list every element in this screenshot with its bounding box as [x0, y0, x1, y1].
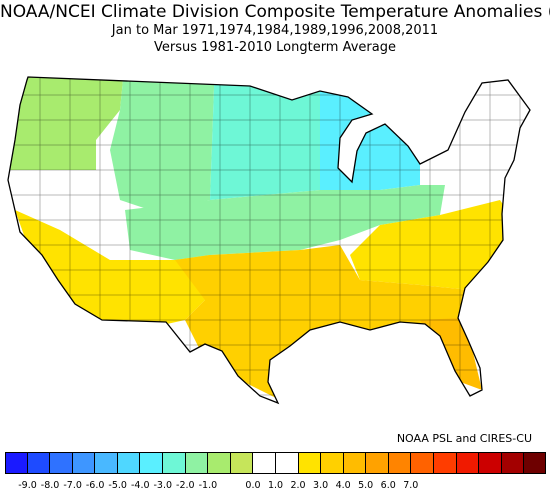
legend-swatch — [433, 452, 457, 474]
region-northern-plains — [210, 77, 320, 200]
legend-tick-label: 3.0 — [313, 480, 329, 491]
legend-swatch — [95, 452, 118, 474]
legend-tick-label: -5.0 — [108, 480, 127, 491]
legend-swatch — [185, 452, 209, 474]
legend-tick-label: -9.0 — [18, 480, 37, 491]
legend-swatch — [321, 452, 344, 474]
legend-swatch — [163, 452, 186, 474]
legend-swatch — [298, 452, 322, 474]
legend-swatch — [343, 452, 367, 474]
legend-swatch — [140, 452, 164, 474]
color-legend — [5, 452, 546, 474]
legend-tick-label: 7.0 — [403, 480, 419, 491]
legend-swatch — [27, 452, 51, 474]
legend-tick-label: -3.0 — [153, 480, 173, 491]
region-florida — [420, 318, 482, 390]
legend-swatch — [208, 452, 231, 474]
legend-swatch — [253, 452, 276, 474]
region-pacific-northwest — [8, 77, 125, 170]
legend-swatch — [50, 452, 73, 474]
legend-swatch — [411, 452, 434, 474]
legend-swatch — [275, 452, 299, 474]
legend-tick-label: -2.0 — [176, 480, 195, 491]
region-central-plains — [125, 185, 445, 260]
legend-tick-label: 2.0 — [290, 480, 306, 491]
legend-swatch — [5, 452, 28, 474]
region-northern-rockies — [110, 77, 215, 210]
legend-tick-label: -6.0 — [85, 480, 105, 491]
credit-label: NOAA PSL and CIRES-CU — [396, 432, 532, 445]
legend-tick-label: -1.0 — [198, 480, 218, 491]
legend-tick-label: -8.0 — [40, 480, 60, 491]
legend-swatch — [479, 452, 502, 474]
legend-swatch — [501, 452, 525, 474]
legend-swatch — [230, 452, 254, 474]
legend-swatch — [456, 452, 480, 474]
legend-tick-label: 0.0 — [245, 480, 261, 491]
region-southern-plains — [175, 245, 360, 400]
baseline-label: Versus 1981-2010 Longterm Average — [154, 40, 396, 55]
legend-swatch — [388, 452, 412, 474]
legend-swatch — [72, 452, 96, 474]
legend-tick-label: 5.0 — [358, 480, 374, 491]
legend-tick-label: 4.0 — [335, 480, 351, 491]
legend-tick-label: 1.0 — [267, 480, 284, 491]
legend-swatch — [524, 452, 546, 474]
legend-swatch — [366, 452, 389, 474]
map-subtitle: Jan to Mar 1971,1974,1984,1989,1996,2008… — [111, 23, 439, 38]
legend-tick-label: -7.0 — [63, 480, 82, 491]
map-title: NOAA/NCEI Climate Division Composite Tem… — [0, 2, 550, 22]
legend-tick-label: -4.0 — [130, 480, 150, 491]
legend-tick-label: 6.0 — [380, 480, 396, 491]
legend-swatch — [117, 452, 141, 474]
